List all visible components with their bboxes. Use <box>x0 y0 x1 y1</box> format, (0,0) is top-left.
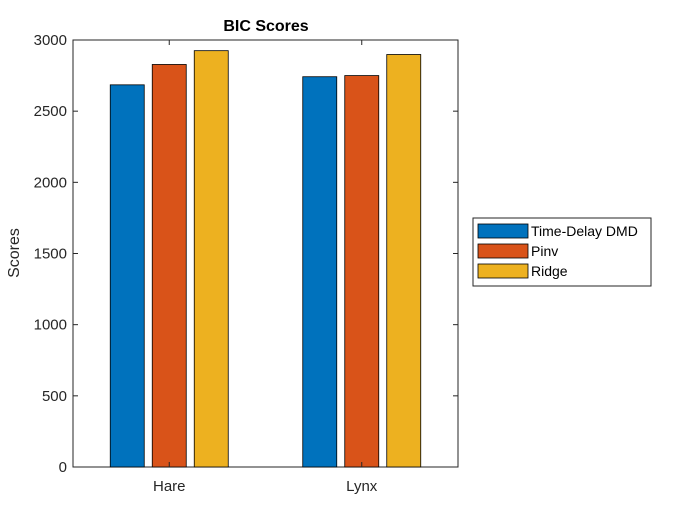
legend-label-pinv: Pinv <box>531 243 558 259</box>
y-axis-ticks: 0 500 1000 1500 2000 2500 3000 <box>34 32 458 476</box>
bar-ridge-hare <box>193 50 229 468</box>
bar-pinv-lynx <box>344 75 380 468</box>
bars-group <box>109 50 422 468</box>
y-tick-label: 500 <box>42 388 67 405</box>
legend[interactable]: Time-Delay DMD Pinv Ridge <box>472 217 652 287</box>
legend-swatch-time-delay-dmd <box>477 223 529 239</box>
y-axis-label: Scores <box>6 228 23 278</box>
x-axis-ticks: Hare Lynx <box>153 40 378 495</box>
bar-time-delay-dmd-hare <box>109 84 145 468</box>
legend-swatch-pinv <box>477 243 529 259</box>
legend-swatch-ridge <box>477 263 529 279</box>
y-tick-label: 2500 <box>34 103 67 120</box>
bar-pinv-hare <box>151 64 187 468</box>
y-tick-label: 1500 <box>34 246 67 263</box>
legend-label-ridge: Ridge <box>531 263 568 279</box>
y-tick-label: 2000 <box>34 174 67 191</box>
bar-ridge-lynx <box>386 54 422 468</box>
chart-title: BIC Scores <box>223 18 308 35</box>
y-tick-label: 0 <box>59 459 67 476</box>
x-tick-label: Hare <box>153 478 186 495</box>
legend-label-time-delay-dmd: Time-Delay DMD <box>531 223 638 239</box>
bar-time-delay-dmd-lynx <box>302 76 338 468</box>
y-tick-label: 1000 <box>34 317 67 334</box>
x-tick-label: Lynx <box>346 478 378 495</box>
y-tick-label: 3000 <box>34 32 67 49</box>
